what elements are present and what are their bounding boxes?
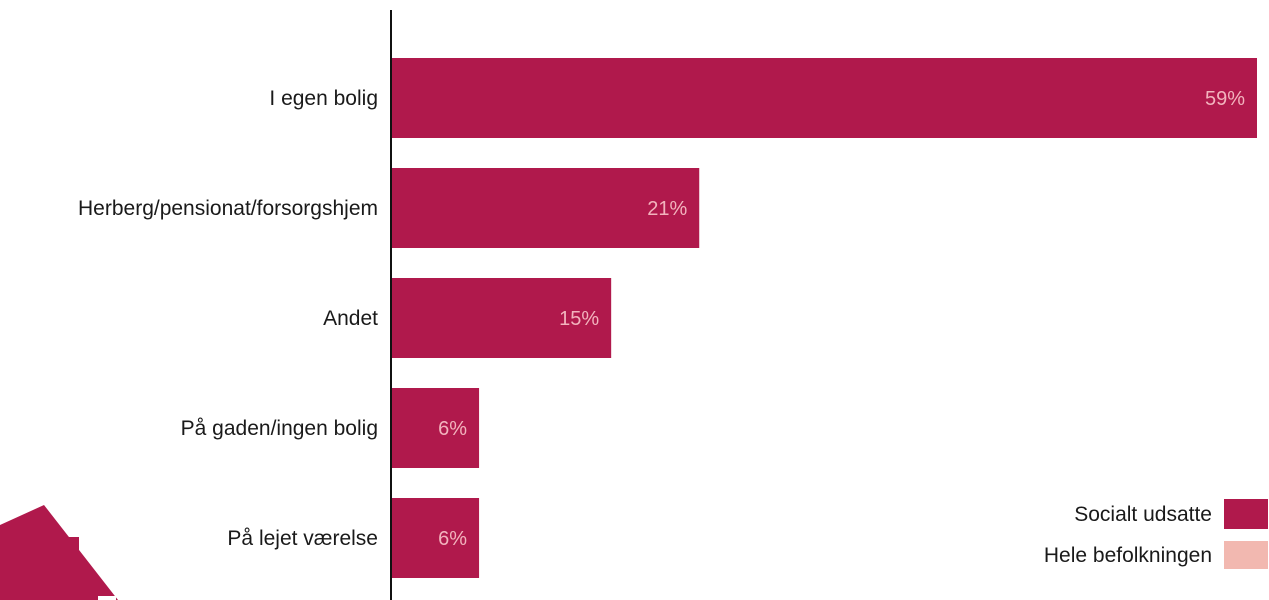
bar-0: [391, 58, 1257, 138]
legend-label-1: Hele befolkningen: [1044, 544, 1212, 567]
value-label-1: 21%: [647, 198, 687, 220]
house-icon: [0, 505, 118, 600]
value-label-4: 6%: [438, 528, 467, 550]
value-label-2: 15%: [559, 308, 599, 330]
category-label-0: I egen bolig: [269, 87, 378, 110]
bar-group: [391, 58, 1257, 578]
category-labels: I egen bolig Herberg/pensionat/forsorgshj…: [78, 87, 378, 550]
bar-2: [391, 278, 612, 358]
house-roof: [0, 505, 118, 600]
bar-4: [391, 498, 480, 578]
value-label-0: 59%: [1205, 88, 1245, 110]
house-window: [98, 596, 116, 600]
house-chimney: [65, 537, 79, 577]
value-label-3: 6%: [438, 418, 467, 440]
value-labels: 59% 21% 15% 6% 6%: [438, 88, 1245, 550]
category-label-1: Herberg/pensionat/forsorgshjem: [78, 197, 378, 220]
legend-swatch-0: [1224, 499, 1268, 529]
category-label-4: På lejet værelse: [227, 527, 378, 550]
category-label-2: Andet: [323, 307, 378, 330]
category-label-3: På gaden/ingen bolig: [181, 417, 378, 440]
bar-3: [391, 388, 480, 468]
legend: Socialt udsatte Hele befolkningen: [1044, 499, 1268, 569]
bar-1: [391, 168, 700, 248]
legend-label-0: Socialt udsatte: [1074, 503, 1212, 526]
legend-swatch-1: [1224, 541, 1268, 569]
